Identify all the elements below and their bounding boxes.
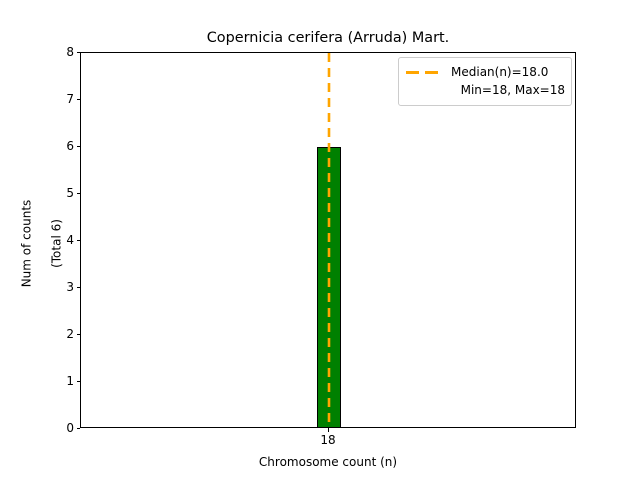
xtick-label-18: 18	[320, 433, 336, 447]
legend: Median(n)=18.0 Min=18, Max=18	[398, 57, 572, 106]
chart-title: Copernicia cerifera (Arruda) Mart.	[206, 30, 450, 46]
y-axis-label-line1: Num of counts	[19, 199, 34, 288]
y-axis-label: Num of counts (Total 6)	[5, 56, 80, 432]
plot-area	[80, 52, 576, 428]
ytick-label-0: 0	[66, 421, 74, 435]
ytick-label-2: 2	[66, 327, 74, 341]
legend-dashed-line-icon	[405, 66, 443, 78]
ytick-mark-7	[76, 99, 80, 101]
x-axis-label: Chromosome count (n)	[258, 455, 398, 469]
ytick-mark-6	[76, 146, 80, 148]
ytick-mark-1	[76, 381, 80, 383]
ytick-label-4: 4	[66, 233, 74, 247]
ytick-mark-8	[76, 52, 80, 54]
legend-entry-minmax: Min=18, Max=18	[405, 81, 565, 99]
ytick-mark-0	[76, 428, 80, 430]
ytick-label-1: 1	[66, 374, 74, 388]
legend-entry-median: Median(n)=18.0	[405, 63, 565, 81]
legend-label-minmax: Min=18, Max=18	[460, 83, 565, 97]
ytick-mark-2	[76, 334, 80, 336]
xtick-mark-18	[327, 428, 329, 432]
ytick-label-3: 3	[66, 280, 74, 294]
y-axis-label-line2: (Total 6)	[49, 219, 64, 268]
ytick-mark-3	[76, 287, 80, 289]
legend-label-median: Median(n)=18.0	[451, 65, 549, 79]
ytick-label-6: 6	[66, 139, 74, 153]
median-line	[327, 53, 331, 427]
ytick-label-5: 5	[66, 186, 74, 200]
ytick-label-8: 8	[66, 45, 74, 59]
ytick-mark-4	[76, 240, 80, 242]
ytick-mark-5	[76, 193, 80, 195]
ytick-label-7: 7	[66, 92, 74, 106]
